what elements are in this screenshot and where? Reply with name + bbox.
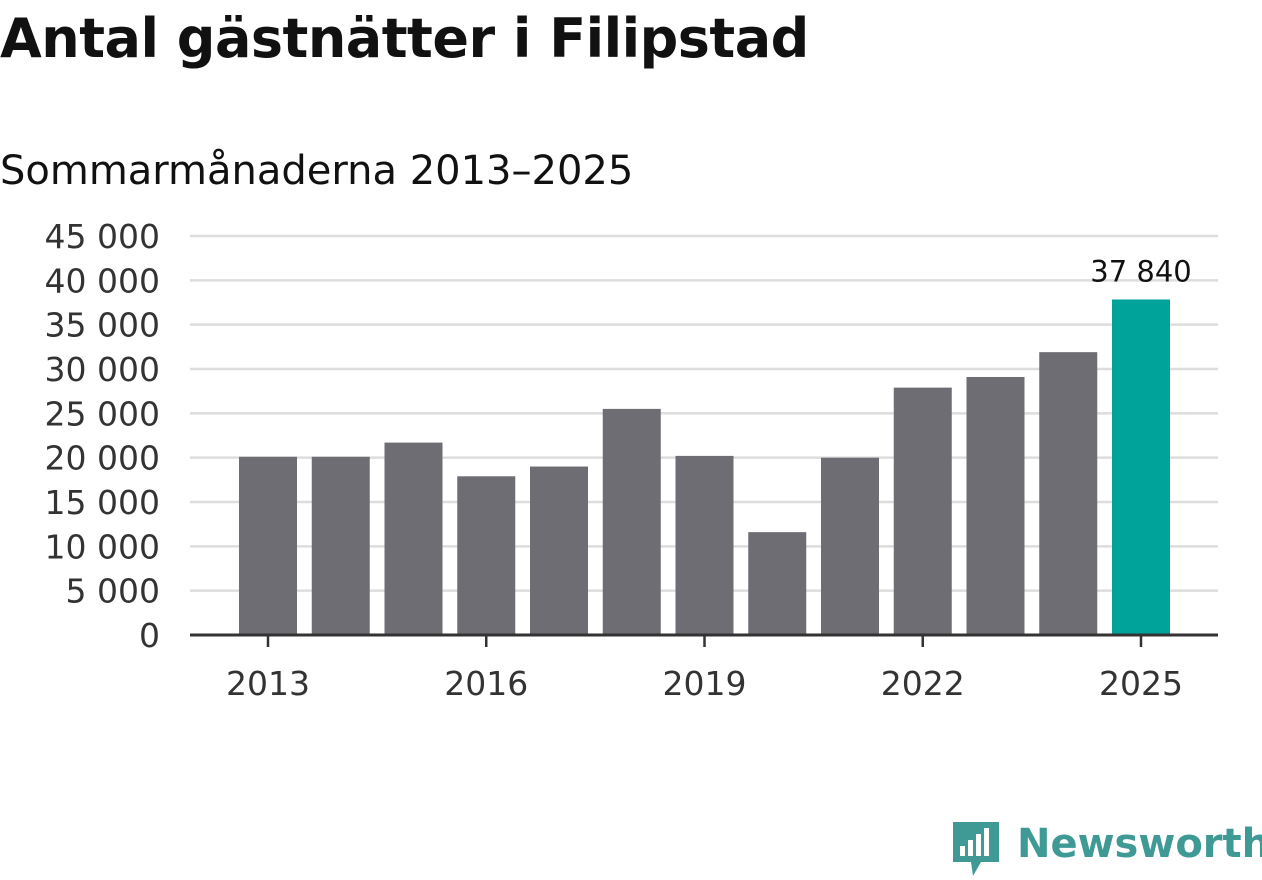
bar-2014 bbox=[311, 456, 370, 635]
y-tick-label: 45 000 bbox=[45, 217, 160, 256]
bar-2020 bbox=[748, 532, 807, 635]
y-tick-label: 40 000 bbox=[45, 261, 160, 300]
bar-2016 bbox=[457, 476, 516, 635]
data-label: 37 840 bbox=[1090, 254, 1191, 288]
bar-2017 bbox=[530, 466, 588, 635]
bar-2024 bbox=[1039, 352, 1098, 635]
y-axis-tick-labels: 0 5 000 10 000 15 000 20 000 25 000 30 000 35 0… bbox=[45, 217, 160, 655]
newsworthy-brand-name: Newsworthy bbox=[1017, 821, 1262, 867]
y-tick-label: 20 000 bbox=[45, 439, 160, 478]
x-axis bbox=[190, 633, 1218, 647]
y-tick-label: 30 000 bbox=[45, 350, 160, 389]
chart-title: Antal gästnätter i Filipstad bbox=[0, 7, 809, 70]
x-tick-label: 2025 bbox=[1099, 664, 1183, 703]
bar-2025 bbox=[1112, 299, 1170, 635]
bar-2015 bbox=[384, 442, 443, 635]
data-labels: 37 840 bbox=[1090, 254, 1191, 288]
chart-subtitle: Sommarmånaderna 2013–2025 bbox=[0, 148, 634, 194]
newsworthy-logo-icon bbox=[953, 822, 999, 876]
y-tick-label: 0 bbox=[139, 616, 160, 655]
bar-2021 bbox=[821, 457, 879, 635]
y-tick-label: 15 000 bbox=[45, 483, 160, 522]
bar-2013 bbox=[239, 456, 297, 635]
bar-2023 bbox=[966, 376, 1025, 635]
y-tick-label: 10 000 bbox=[45, 527, 160, 566]
x-axis-tick-labels: 2013 2016 2019 2022 2025 bbox=[226, 664, 1183, 703]
bar-2018 bbox=[602, 408, 661, 635]
x-tick-label: 2016 bbox=[444, 664, 528, 703]
y-tick-label: 35 000 bbox=[45, 306, 160, 345]
bars bbox=[239, 299, 1170, 635]
newsworthy-logo: Newsworthy bbox=[951, 820, 1262, 880]
x-tick-label: 2019 bbox=[663, 664, 747, 703]
bar-2022 bbox=[893, 387, 952, 635]
x-tick-label: 2022 bbox=[881, 664, 965, 703]
y-tick-label: 5 000 bbox=[66, 572, 160, 611]
bar-2019 bbox=[675, 455, 734, 635]
y-tick-label: 25 000 bbox=[45, 394, 160, 433]
x-tick-label: 2013 bbox=[226, 664, 310, 703]
